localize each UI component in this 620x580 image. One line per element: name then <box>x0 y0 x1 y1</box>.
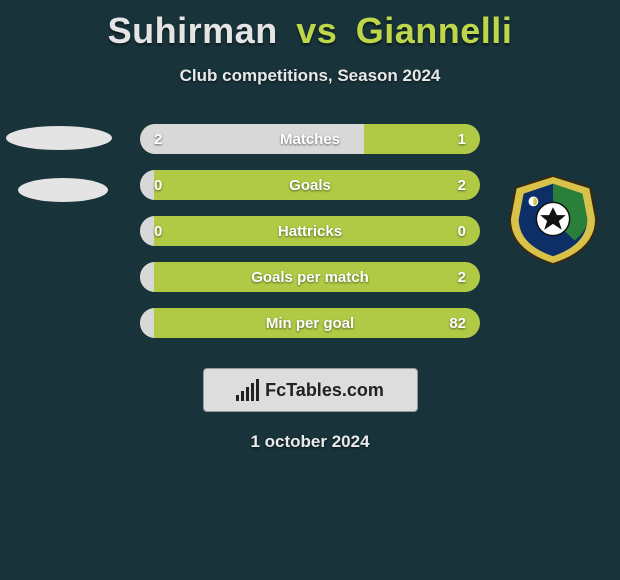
stat-label: Matches <box>140 131 480 148</box>
subtitle: Club competitions, Season 2024 <box>0 66 620 86</box>
stat-label: Min per goal <box>140 315 480 332</box>
player2-name: Giannelli <box>356 10 513 51</box>
footer-date: 1 october 2024 <box>0 432 620 452</box>
stat-row: Min per goal82 <box>140 308 480 338</box>
stat-label: Goals per match <box>140 269 480 286</box>
stat-value-right: 1 <box>458 131 466 148</box>
stat-value-right: 2 <box>458 177 466 194</box>
stat-row: Goals per match2 <box>140 262 480 292</box>
logo-bars-icon <box>236 379 259 401</box>
stat-label: Hattricks <box>140 223 480 240</box>
stat-value-right: 2 <box>458 269 466 286</box>
comparison-title: Suhirman vs Giannelli <box>0 0 620 52</box>
fctables-logo: FcTables.com <box>203 368 418 412</box>
stat-label: Goals <box>140 177 480 194</box>
logo-text: FcTables.com <box>265 380 384 401</box>
stats-container: 2Matches10Goals20Hattricks0Goals per mat… <box>0 124 620 338</box>
stat-value-right: 0 <box>458 223 466 240</box>
player1-name: Suhirman <box>108 10 278 51</box>
stat-value-right: 82 <box>449 315 466 332</box>
stat-row: 0Hattricks0 <box>140 216 480 246</box>
stat-row: 2Matches1 <box>140 124 480 154</box>
stat-row: 0Goals2 <box>140 170 480 200</box>
vs-text: vs <box>296 10 337 51</box>
